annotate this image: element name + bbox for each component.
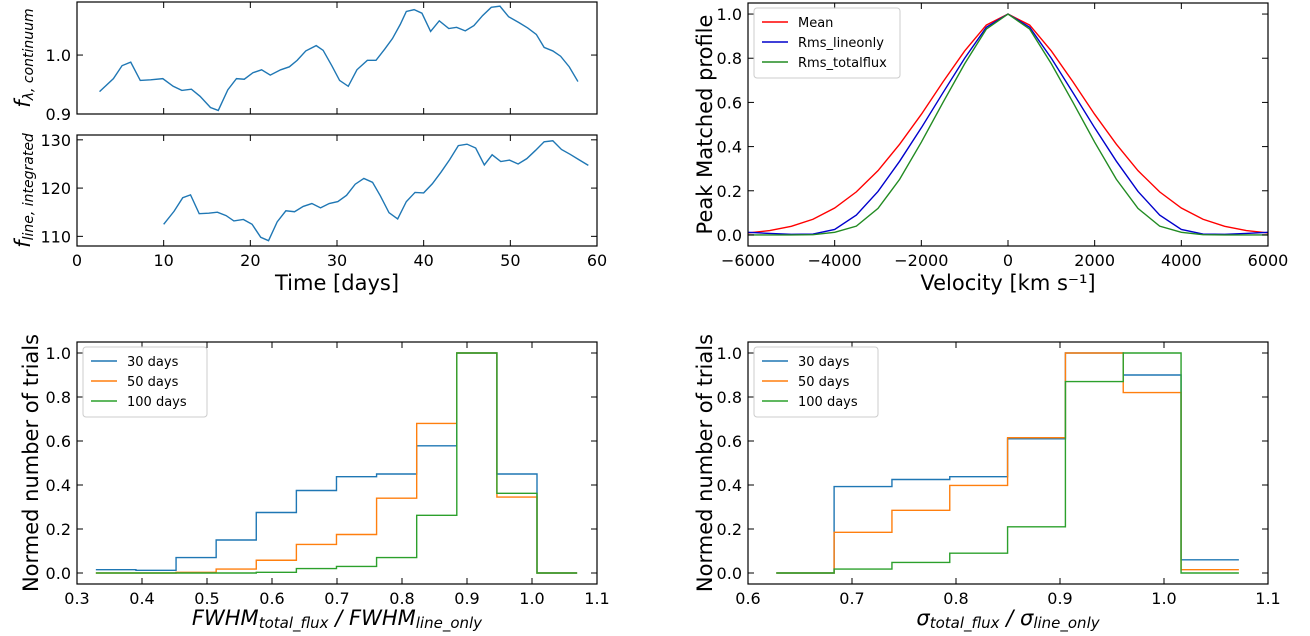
x-tick-label: 0.6: [259, 589, 284, 608]
x-tick-label: 0.6: [735, 589, 760, 608]
x-tick-label: 2000: [1074, 251, 1115, 270]
x-tick-label: 0.8: [943, 589, 968, 608]
x-tick-label: 10: [153, 251, 173, 270]
legend-entry: 30 days: [798, 355, 850, 370]
y-tick-label: 1.0: [46, 46, 71, 65]
x-tick-label: 0.9: [454, 589, 479, 608]
x-tick-label: 1.1: [584, 589, 609, 608]
series-group: [748, 13, 1268, 236]
y-tick-label: 110: [40, 227, 71, 246]
x-axis-label: Time [days]: [274, 271, 399, 295]
x-tick-label: 60: [587, 251, 607, 270]
y-axis-label: Normed number of trials: [19, 334, 43, 592]
y-axis-label: fline, integrated: [11, 133, 37, 248]
series-group: [99, 5, 579, 112]
x-tick-label: 0.9: [1047, 589, 1072, 608]
y-tick-label: 1.0: [717, 5, 742, 24]
x-tick-label: 1.0: [519, 589, 544, 608]
x-tick-label: 0.8: [389, 589, 414, 608]
x-tick-label: 0.7: [324, 589, 349, 608]
y-tick-label: 0.0: [46, 564, 71, 583]
y-tick-label: 0.8: [717, 388, 742, 407]
series-line-100-days: [95, 352, 578, 574]
x-tick-label: 0: [1003, 251, 1013, 270]
y-tick-label: 0.2: [46, 520, 71, 539]
series-line-series-0: [99, 5, 579, 112]
y-tick-label: 0.6: [717, 93, 742, 112]
series-line-100-days: [776, 352, 1239, 574]
legend-entry: Rms_lineonly: [798, 36, 884, 51]
legend-entry: 100 days: [798, 395, 858, 410]
x-tick-label: 0.5: [194, 589, 219, 608]
series-line-50-days: [776, 352, 1239, 574]
axes-frame: [76, 1, 598, 115]
series-line-series-0: [163, 140, 589, 242]
series-line-rms-totalflux: [748, 13, 1268, 236]
y-tick-label: 1.0: [46, 344, 71, 363]
y-axis-label: fλ, continuum: [11, 8, 37, 107]
legend: Mean Rms_lineonly Rms_totalflux: [753, 7, 901, 79]
y-tick-label: 0.6: [46, 432, 71, 451]
legend: 30 days 50 days 100 days: [82, 346, 208, 418]
series-group: [776, 352, 1239, 574]
x-tick-label: 20: [240, 251, 260, 270]
legend-entry: 100 days: [127, 395, 187, 410]
y-tick-label: 0.0: [717, 564, 742, 583]
y-tick-label: 120: [40, 179, 71, 198]
x-tick-label: 40: [413, 251, 433, 270]
axes-frame: [747, 341, 1269, 585]
x-tick-label: 6000: [1248, 251, 1289, 270]
line-profiles-panel: −6000 −4000 −2000 0 2000 4000 6000 0.0 0.2 0.4 0.6…: [693, 2, 1289, 295]
fwhm-ratio-histogram-panel: 0.3 0.4 0.5 0.6 0.7 0.8 0.9 1.0 1.1 0.0 0.2 0.4 0.6 0…: [19, 334, 610, 633]
x-tick-label: 30: [327, 251, 347, 270]
legend-entry: 30 days: [127, 355, 179, 370]
x-axis-label: σtotal_flux / σline_only: [916, 606, 1100, 633]
line-flux-lightcurve-panel: 0 10 20 30 40 50 60 110 120 130 Time [days] fline, …: [11, 131, 607, 295]
x-tick-label: 0.7: [839, 589, 864, 608]
y-axis-label: Peak Matched profile: [693, 15, 717, 235]
x-tick-label: 50: [500, 251, 520, 270]
x-tick-label: 4000: [1161, 251, 1202, 270]
x-tick-label: −4000: [808, 251, 862, 270]
legend-entry: 50 days: [798, 375, 850, 390]
y-axis-label: Normed number of trials: [693, 334, 717, 592]
legend: 30 days 50 days 100 days: [753, 346, 879, 418]
x-tick-label: 0.3: [64, 589, 89, 608]
y-tick-label: 0.4: [46, 476, 71, 495]
y-tick-label: 0.0: [717, 226, 742, 245]
x-tick-label: 1.1: [1255, 589, 1280, 608]
y-tick-label: 0.2: [717, 520, 742, 539]
legend-entry: Mean: [798, 16, 833, 31]
x-tick-label: 0.4: [129, 589, 154, 608]
x-tick-label: 1.0: [1151, 589, 1176, 608]
sigma-ratio-histogram-panel: 0.6 0.7 0.8 0.9 1.0 1.1 0.0 0.2 0.4 0.6 0.8 1.0 σtot…: [693, 334, 1281, 633]
y-tick-label: 0.4: [717, 138, 742, 157]
y-tick-label: 0.8: [717, 49, 742, 68]
y-tick-label: 0.9: [46, 105, 71, 124]
continuum-lightcurve-panel: 0.9 1.0 fλ, continuum: [11, 1, 598, 124]
x-axis-label: Velocity [km s⁻¹]: [920, 271, 1095, 295]
legend-entry: 50 days: [127, 375, 179, 390]
y-tick-label: 0.6: [717, 432, 742, 451]
legend-entry: Rms_totalflux: [798, 56, 887, 71]
y-tick-label: 130: [40, 131, 71, 150]
y-tick-label: 0.8: [46, 388, 71, 407]
x-tick-label: −6000: [721, 251, 775, 270]
axes-frame: [76, 134, 598, 247]
series-group: [95, 352, 578, 574]
y-tick-label: 0.4: [717, 476, 742, 495]
x-tick-label: −2000: [894, 251, 948, 270]
y-tick-label: 0.2: [717, 182, 742, 201]
series-group: [163, 140, 589, 242]
x-axis-label: FWHMtotal_flux / FWHMline_only: [192, 606, 483, 633]
x-tick-label: 0: [72, 251, 82, 270]
y-tick-label: 1.0: [717, 344, 742, 363]
